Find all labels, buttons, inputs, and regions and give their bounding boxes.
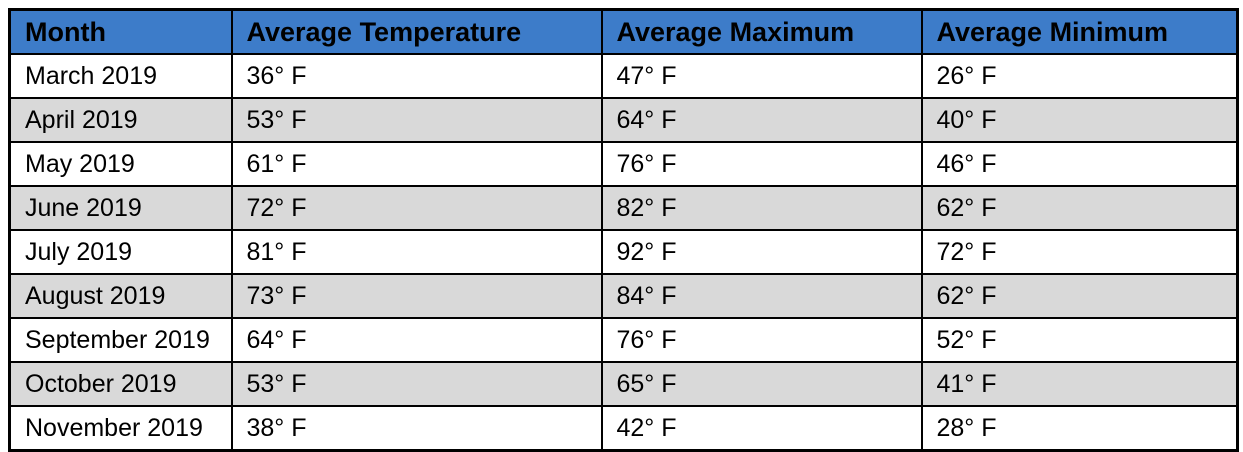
month-cell: April 2019 — [8, 97, 233, 143]
column-header-average-maximum: Average Maximum — [600, 8, 923, 55]
temperature-value-cell: 62° F — [920, 273, 1239, 319]
temperature-value-cell: 64° F — [230, 317, 603, 363]
temperature-value-cell: 64° F — [600, 97, 923, 143]
temperature-value-cell: 65° F — [600, 361, 923, 407]
temperature-value-cell: 62° F — [920, 185, 1239, 231]
temperature-value-cell: 41° F — [920, 361, 1239, 407]
temperature-value-cell: 42° F — [600, 405, 923, 452]
temperature-value-cell: 28° F — [920, 405, 1239, 452]
table-body: March 2019 36° F 47° F 26° F April 2019 53° F… — [8, 53, 1239, 452]
header-row: Month Average Temperature Average Maximu… — [8, 8, 1239, 55]
temperature-value-cell: 47° F — [600, 53, 923, 99]
temperature-value-cell: 72° F — [230, 185, 603, 231]
temperature-value-cell: 76° F — [600, 317, 923, 363]
temperature-value-cell: 36° F — [230, 53, 603, 99]
month-cell: October 2019 — [8, 361, 233, 407]
table-row: May 2019 61° F 76° F 46° F — [8, 141, 1239, 187]
table-row: August 2019 73° F 84° F 62° F — [8, 273, 1239, 319]
temperature-value-cell: 73° F — [230, 273, 603, 319]
monthly-temperature-table: Month Average Temperature Average Maximu… — [8, 8, 1239, 452]
temperature-value-cell: 61° F — [230, 141, 603, 187]
temperature-value-cell: 72° F — [920, 229, 1239, 275]
month-cell: August 2019 — [8, 273, 233, 319]
table-row: October 2019 53° F 65° F 41° F — [8, 361, 1239, 407]
table-row: April 2019 53° F 64° F 40° F — [8, 97, 1239, 143]
temperature-value-cell: 82° F — [600, 185, 923, 231]
column-header-month: Month — [8, 8, 233, 55]
temperature-value-cell: 92° F — [600, 229, 923, 275]
month-cell: May 2019 — [8, 141, 233, 187]
temperature-value-cell: 53° F — [230, 361, 603, 407]
table-row: July 2019 81° F 92° F 72° F — [8, 229, 1239, 275]
temperature-value-cell: 76° F — [600, 141, 923, 187]
temperature-value-cell: 52° F — [920, 317, 1239, 363]
table-row: September 2019 64° F 76° F 52° F — [8, 317, 1239, 363]
month-cell: March 2019 — [8, 53, 233, 99]
temperature-value-cell: 81° F — [230, 229, 603, 275]
temperature-value-cell: 84° F — [600, 273, 923, 319]
month-cell: June 2019 — [8, 185, 233, 231]
temperature-value-cell: 38° F — [230, 405, 603, 452]
temperature-value-cell: 53° F — [230, 97, 603, 143]
table-row: November 2019 38° F 42° F 28° F — [8, 405, 1239, 452]
table-row: March 2019 36° F 47° F 26° F — [8, 53, 1239, 99]
temperature-value-cell: 40° F — [920, 97, 1239, 143]
table-row: June 2019 72° F 82° F 62° F — [8, 185, 1239, 231]
temperature-value-cell: 46° F — [920, 141, 1239, 187]
month-cell: July 2019 — [8, 229, 233, 275]
column-header-average-minimum: Average Minimum — [920, 8, 1239, 55]
temperature-value-cell: 26° F — [920, 53, 1239, 99]
month-cell: September 2019 — [8, 317, 233, 363]
month-cell: November 2019 — [8, 405, 233, 452]
column-header-average-temperature: Average Temperature — [230, 8, 603, 55]
